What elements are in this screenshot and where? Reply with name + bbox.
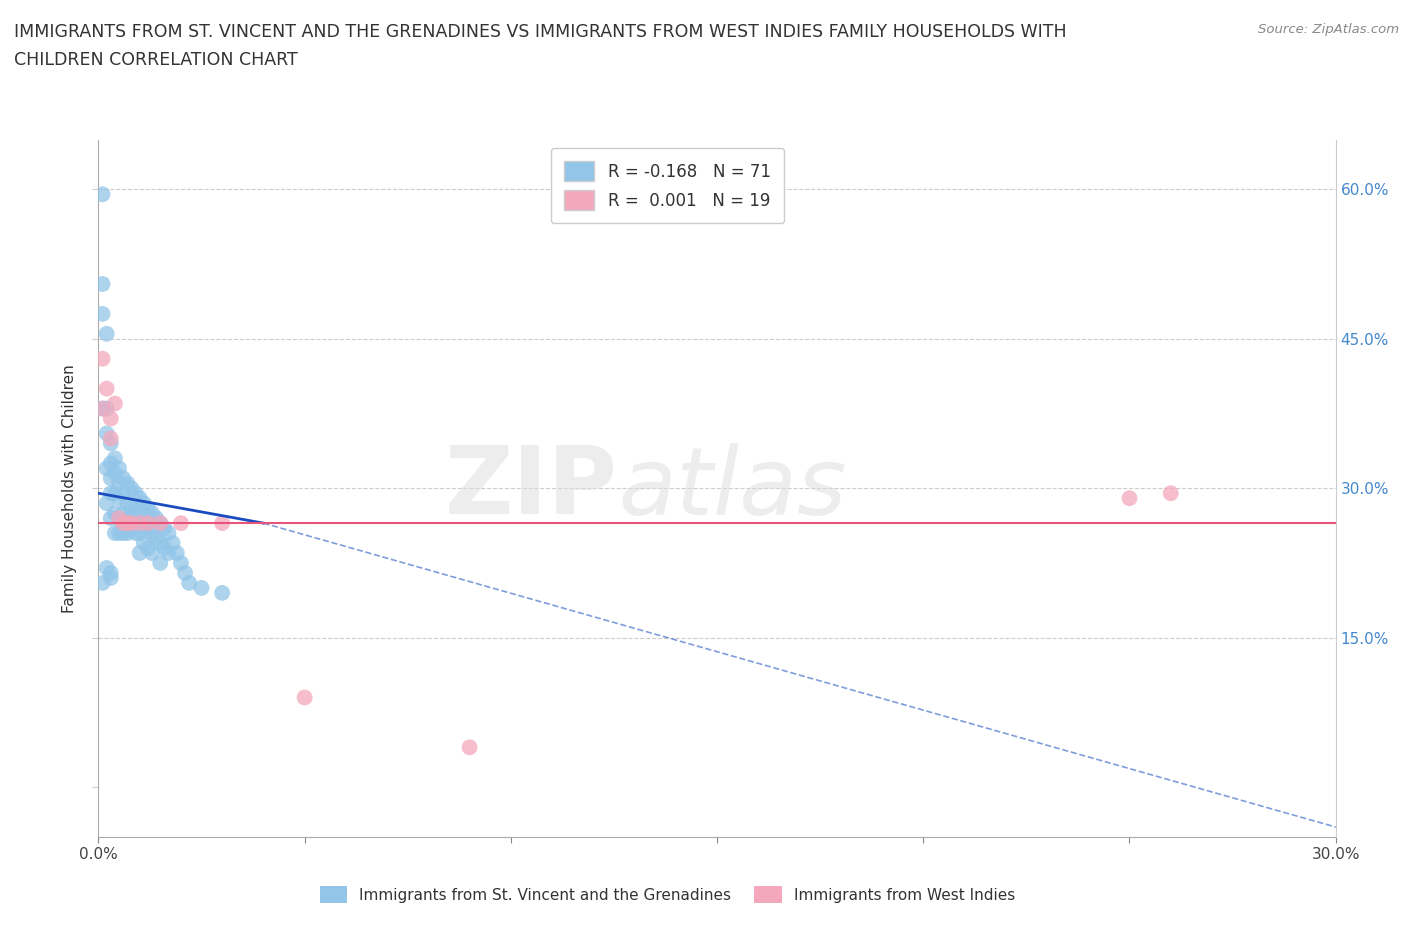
Point — [91, 401, 114, 416]
Point — [124, 485, 146, 500]
Point — [91, 307, 114, 322]
Point — [100, 471, 122, 485]
Text: ZIP: ZIP — [446, 443, 619, 534]
Point — [128, 516, 150, 531]
Point — [108, 525, 131, 540]
Point — [211, 516, 233, 531]
Point — [162, 536, 184, 551]
Point — [136, 516, 159, 531]
Point — [174, 565, 197, 580]
Point — [1160, 485, 1182, 500]
Point — [108, 511, 131, 525]
Point — [117, 511, 139, 525]
Point — [128, 491, 150, 506]
Point — [112, 525, 135, 540]
Point — [124, 525, 146, 540]
Point — [149, 516, 172, 531]
Point — [120, 481, 142, 496]
Point — [124, 506, 146, 521]
Point — [91, 187, 114, 202]
Point — [108, 476, 131, 491]
Point — [157, 525, 180, 540]
Text: Source: ZipAtlas.com: Source: ZipAtlas.com — [1258, 23, 1399, 36]
Point — [190, 580, 212, 595]
Point — [91, 352, 114, 366]
Point — [112, 516, 135, 531]
Point — [112, 485, 135, 500]
Text: IMMIGRANTS FROM ST. VINCENT AND THE GRENADINES VS IMMIGRANTS FROM WEST INDIES FA: IMMIGRANTS FROM ST. VINCENT AND THE GREN… — [14, 23, 1067, 41]
Point — [100, 431, 122, 445]
Point — [136, 540, 159, 555]
Point — [100, 456, 122, 471]
Point — [100, 511, 122, 525]
Point — [120, 516, 142, 531]
Point — [104, 506, 127, 521]
Point — [132, 496, 155, 511]
Point — [166, 546, 188, 561]
Point — [104, 396, 127, 411]
Point — [117, 525, 139, 540]
Point — [100, 565, 122, 580]
Point — [112, 471, 135, 485]
Y-axis label: Family Households with Children: Family Households with Children — [62, 364, 77, 613]
Point — [117, 516, 139, 531]
Point — [294, 690, 316, 705]
Point — [100, 436, 122, 451]
Point — [1118, 491, 1140, 506]
Point — [104, 451, 127, 466]
Point — [149, 555, 172, 570]
Point — [100, 485, 122, 500]
Point — [128, 525, 150, 540]
Point — [120, 500, 142, 515]
Point — [145, 511, 167, 525]
Point — [112, 506, 135, 521]
Point — [153, 540, 176, 555]
Point — [149, 516, 172, 531]
Point — [117, 476, 139, 491]
Point — [104, 525, 127, 540]
Text: atlas: atlas — [619, 443, 846, 534]
Point — [145, 531, 167, 546]
Point — [100, 570, 122, 585]
Point — [136, 500, 159, 515]
Text: CHILDREN CORRELATION CHART: CHILDREN CORRELATION CHART — [14, 51, 298, 69]
Point — [96, 461, 118, 476]
Point — [96, 426, 118, 441]
Legend: Immigrants from St. Vincent and the Grenadines, Immigrants from West Indies: Immigrants from St. Vincent and the Gren… — [314, 880, 1022, 910]
Point — [136, 521, 159, 536]
Point — [91, 276, 114, 291]
Point — [132, 536, 155, 551]
Point — [149, 536, 172, 551]
Point — [120, 516, 142, 531]
Point — [141, 546, 163, 561]
Point — [141, 506, 163, 521]
Point — [128, 506, 150, 521]
Point — [96, 496, 118, 511]
Point — [211, 586, 233, 601]
Point — [157, 546, 180, 561]
Point — [108, 511, 131, 525]
Point — [91, 401, 114, 416]
Point — [96, 401, 118, 416]
Point — [108, 461, 131, 476]
Point — [100, 411, 122, 426]
Point — [170, 555, 193, 570]
Point — [96, 381, 118, 396]
Point — [104, 485, 127, 500]
Point — [96, 326, 118, 341]
Point — [104, 466, 127, 481]
Point — [170, 516, 193, 531]
Point — [108, 491, 131, 506]
Point — [128, 546, 150, 561]
Point — [141, 525, 163, 540]
Point — [96, 561, 118, 576]
Point — [153, 521, 176, 536]
Point — [117, 496, 139, 511]
Point — [179, 576, 201, 591]
Point — [132, 516, 155, 531]
Point — [91, 576, 114, 591]
Point — [458, 740, 481, 755]
